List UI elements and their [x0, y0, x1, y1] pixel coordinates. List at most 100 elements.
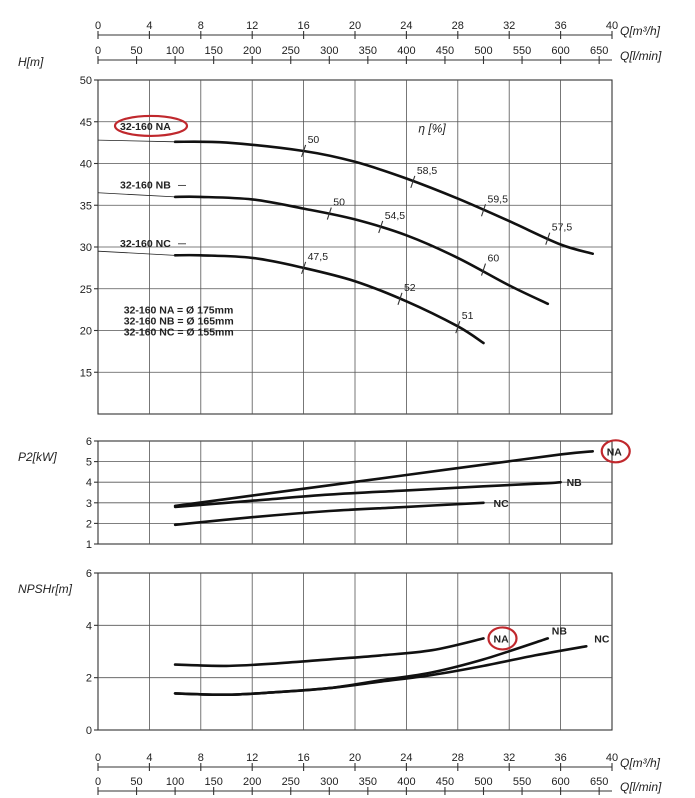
- top-x-m3h-tick-label: 36: [554, 20, 566, 32]
- head-curve-32-160-na: [173, 140, 594, 255]
- top-x-lmin-tick-label: 150: [204, 45, 222, 57]
- diameter-legend-line: 32-160 NC = Ø 155mm: [124, 327, 234, 339]
- top-x-m3h-tick-label: 40: [606, 20, 618, 32]
- head-ytick-label: 15: [80, 367, 92, 379]
- npsh-ytick-label: 4: [86, 620, 92, 632]
- top-x-lmin-tick-label: 100: [166, 45, 184, 57]
- chart-marks: 0 4 8 12 16 20 24 28 32 36 400 50 100 150 200 250 300 350…: [18, 20, 662, 794]
- na-highlight-ring: [113, 114, 189, 138]
- top-x-lmin-tick-label: 0: [95, 45, 101, 57]
- efficiency-label: 54,5: [385, 210, 406, 222]
- top-x-lmin-tick-label: 650: [590, 45, 608, 57]
- top-x-lmin-tick-label: 550: [513, 45, 531, 57]
- power-ytick-label: 5: [86, 457, 92, 469]
- efficiency-label: 47,5: [308, 251, 329, 263]
- bottom-x-m3h-tick-label: 20: [349, 752, 361, 764]
- power-ytick-label: 1: [86, 539, 92, 551]
- head-ytick-label: 30: [80, 242, 92, 254]
- head-curve-32-160-nc: [173, 253, 485, 345]
- top-x-lmin-tick-label: 50: [130, 45, 142, 57]
- npsh-ytick-label: 6: [86, 568, 92, 580]
- bottom-x-lmin-tick-label: 100: [166, 776, 184, 788]
- power-ytick-label: 3: [86, 498, 92, 510]
- bottom-x-lmin-tick-label: 250: [282, 776, 300, 788]
- efficiency-label: 60: [488, 253, 500, 265]
- power-end-label-nb: NB: [567, 477, 583, 489]
- top-x-lmin-tick-label: 300: [320, 45, 338, 57]
- efficiency-tick: [326, 207, 332, 220]
- top-x-lmin-tick-label: 600: [551, 45, 569, 57]
- npsh-end-label-nb: NB: [552, 625, 568, 637]
- top-x-lmin-tick-label: 450: [436, 45, 454, 57]
- head-curve-extension: [97, 250, 176, 256]
- top-x-m3h-tick-label: 4: [146, 20, 152, 32]
- bottom-x-m3h-tick-label: 40: [606, 752, 618, 764]
- diameter-legend-line: 32-160 NB = Ø 165mm: [124, 316, 234, 328]
- npsh-curve-nc: [173, 645, 588, 697]
- head-curve-label: 32-160 NA: [120, 121, 171, 133]
- diameter-legend-line: 32-160 NA = Ø 175mm: [124, 305, 234, 317]
- bottom-x-lmin-axis-title: Q[l/min]: [620, 780, 662, 794]
- bottom-x-m3h-tick-label: 24: [400, 752, 412, 764]
- efficiency-tick: [480, 263, 487, 276]
- head-curve-label: 32-160 NC: [120, 238, 171, 250]
- efficiency-label: 50: [333, 197, 345, 209]
- top-x-m3h-tick-label: 8: [198, 20, 204, 32]
- power-ytick-label: 6: [86, 436, 92, 448]
- head-curve-extension: [97, 192, 176, 198]
- bottom-x-m3h-tick-label: 32: [503, 752, 515, 764]
- efficiency-tick: [410, 175, 416, 189]
- top-x-m3h-tick-label: 12: [246, 20, 258, 32]
- top-x-lmin-axis-title: Q[l/min]: [620, 49, 662, 63]
- efficiency-tick: [397, 292, 403, 305]
- top-x-m3h-tick-label: 24: [400, 20, 412, 32]
- top-x-m3h-tick-label: 0: [95, 20, 101, 32]
- bottom-x-lmin-tick-label: 500: [474, 776, 492, 788]
- bottom-x-lmin-tick-label: 400: [397, 776, 415, 788]
- efficiency-tick: [480, 204, 487, 217]
- bottom-x-m3h-axis-title: Q[m³/h]: [620, 756, 661, 770]
- power-ylabel: P2[kW]: [18, 450, 57, 464]
- efficiency-label: 59,5: [488, 193, 509, 205]
- bottom-x-lmin-tick-label: 650: [590, 776, 608, 788]
- npsh-ytick-label: 0: [86, 725, 92, 737]
- power-end-label-nc: NC: [494, 498, 510, 510]
- efficiency-tick: [301, 144, 307, 158]
- top-x-m3h-tick-label: 28: [452, 20, 464, 32]
- head-ytick-label: 20: [80, 326, 92, 338]
- top-x-m3h-tick-label: 20: [349, 20, 361, 32]
- bottom-x-lmin-tick-label: 50: [130, 776, 142, 788]
- bottom-x-lmin-tick-label: 0: [95, 776, 101, 788]
- top-x-lmin-tick-label: 350: [359, 45, 377, 57]
- bottom-x-lmin-tick-label: 550: [513, 776, 531, 788]
- head-curve-32-160-nb: [173, 195, 550, 306]
- efficiency-tick: [455, 320, 461, 334]
- efficiency-tick: [545, 232, 551, 245]
- top-x-m3h-tick-label: 32: [503, 20, 515, 32]
- top-x-m3h-tick-label: 16: [297, 20, 309, 32]
- head-ytick-label: 45: [80, 117, 92, 129]
- bottom-x-m3h-tick-label: 12: [246, 752, 258, 764]
- top-x-m3h-axis-title: Q[m³/h]: [620, 24, 661, 38]
- power-ytick-label: 4: [86, 477, 92, 489]
- efficiency-title: η [%]: [418, 122, 446, 136]
- head-ytick-label: 40: [80, 159, 92, 171]
- power-ytick-label: 2: [86, 518, 92, 530]
- bottom-x-lmin-tick-label: 150: [204, 776, 222, 788]
- top-x-lmin-tick-label: 500: [474, 45, 492, 57]
- bottom-x-lmin-tick-label: 200: [243, 776, 261, 788]
- efficiency-label: 50: [308, 134, 320, 146]
- efficiency-label: 51: [462, 310, 474, 322]
- efficiency-label: 58,5: [417, 165, 438, 177]
- chart-frames: [94, 31, 613, 795]
- npsh-ylabel: NPSHr[m]: [18, 582, 73, 596]
- bottom-x-m3h-tick-label: 4: [146, 752, 152, 764]
- bottom-x-m3h-tick-label: 16: [297, 752, 309, 764]
- bottom-x-m3h-tick-label: 36: [554, 752, 566, 764]
- head-ytick-label: 25: [80, 284, 92, 296]
- top-x-lmin-tick-label: 400: [397, 45, 415, 57]
- efficiency-label: 52: [404, 282, 416, 294]
- bottom-x-m3h-tick-label: 28: [452, 752, 464, 764]
- bottom-x-m3h-tick-label: 8: [198, 752, 204, 764]
